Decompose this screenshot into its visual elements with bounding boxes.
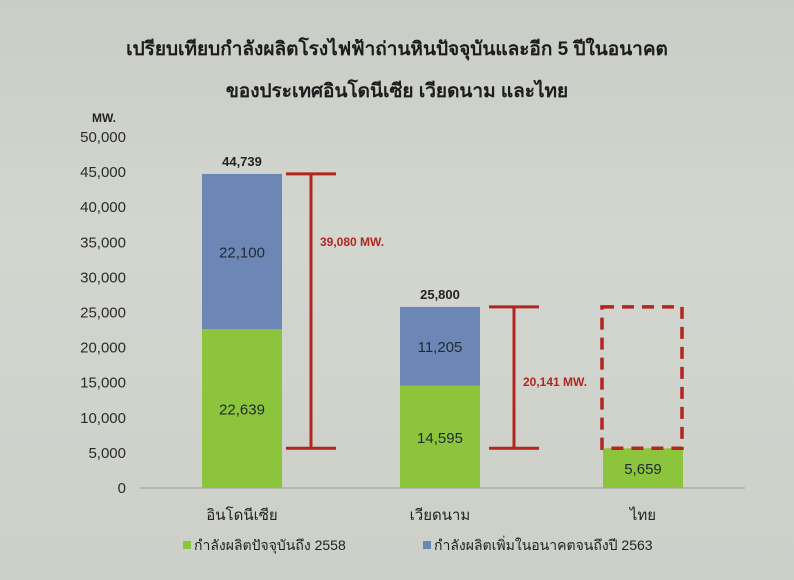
y-tick-label: 25,000: [80, 305, 126, 322]
bar-segment: [603, 448, 683, 488]
y-tick-label: 15,000: [80, 375, 126, 392]
y-tick-label: 5,000: [88, 445, 126, 462]
data-label: 5,659: [624, 461, 662, 478]
bracket-label: 39,080 MW.: [320, 235, 384, 249]
y-tick-label: 30,000: [80, 269, 126, 286]
y-axis-label: MW.: [92, 111, 116, 125]
y-tick-label: 0: [118, 480, 126, 497]
y-tick-label: 20,000: [80, 340, 126, 357]
bar-segment: [400, 306, 480, 386]
bar-segment: [202, 329, 282, 488]
y-tick-label: 50,000: [80, 129, 126, 146]
legend-swatch: [183, 541, 191, 549]
legend-label: กำลังผลิตปัจจุบันถึง 2558: [194, 537, 346, 554]
chart-subtitle: ของประเทศอินโดนีเซีย เวียดนาม และไทย: [225, 81, 569, 102]
data-label: 11,205: [418, 339, 463, 356]
legend-swatch: [423, 541, 431, 549]
y-tick-label: 40,000: [80, 199, 126, 216]
x-tick-label: เวียดนาม: [410, 507, 471, 524]
bar-segment: [202, 173, 282, 330]
bracket-label: 20,141 MW.: [523, 375, 587, 389]
total-label: 44,739: [222, 154, 262, 169]
data-label: 14,595: [417, 430, 463, 447]
y-tick-label: 35,000: [80, 234, 126, 251]
x-tick-label: อินโดนีเซีย: [206, 506, 277, 524]
legend-label: กำลังผลิตเพิ่มในอนาคตจนถึงปี 2563: [434, 536, 653, 553]
y-tick-label: 45,000: [80, 164, 126, 181]
bar-segment: [400, 385, 480, 488]
x-tick-label: ไทย: [629, 506, 656, 524]
total-label: 25,800: [420, 287, 460, 302]
chart-title: เปรียบเทียบกำลังผลิตโรงไฟฟ้าถ่านหินปัจจุ…: [126, 39, 668, 60]
dashed-target-box: [600, 305, 684, 451]
data-label: 22,639: [219, 402, 265, 419]
y-tick-label: 10,000: [80, 410, 126, 427]
data-label: 22,100: [219, 245, 265, 262]
